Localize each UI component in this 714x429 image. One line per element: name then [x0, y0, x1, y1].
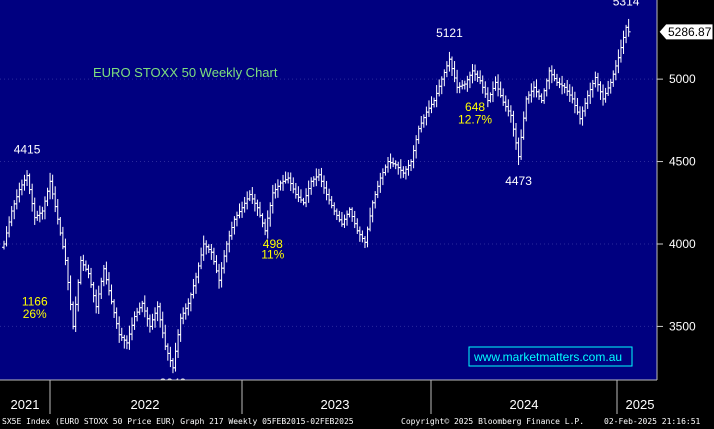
annotation-label: 5121: [436, 26, 463, 40]
x-tick-label: 2022: [131, 397, 160, 412]
y-axis-panel: [657, 0, 714, 380]
y-tick-label: 3500: [669, 319, 696, 333]
footer-source: SX5E Index (EURO STOXX 50 Price EUR) Gra…: [2, 417, 354, 426]
chart-title: EURO STOXX 50 Weekly Chart: [93, 65, 278, 80]
last-price-label: 5286.87: [668, 25, 712, 39]
annotation-label: 4415: [14, 143, 41, 157]
annotation-label: 26%: [23, 307, 47, 321]
footer-timestamp: 02-Feb-2025 21:16:51: [604, 417, 701, 426]
last-price-box: [658, 23, 714, 41]
annotation-label: 4473: [505, 174, 532, 188]
y-tick-label: 4000: [669, 237, 696, 251]
watermark-text: www.marketmatters.com.au: [473, 350, 622, 364]
y-tick-label: 4500: [669, 155, 696, 169]
x-axis-panel: [0, 380, 714, 414]
annotation-label: 11%: [261, 248, 284, 262]
annotation-label: 498: [263, 237, 283, 251]
annotations: 4415116626%324949811%512164812.7%4473531…: [14, 0, 640, 390]
y-tick-label: 5000: [669, 72, 696, 86]
grid-lines: [0, 78, 657, 327]
annotation-label: 12.7%: [458, 113, 492, 127]
y-axis: 3500 4000 4500 5000: [657, 72, 696, 333]
price-bars: [2, 18, 631, 374]
plot-area: [0, 0, 657, 380]
x-tick-label: 2025: [626, 397, 655, 412]
last-price-tag: 5286.87: [658, 23, 714, 41]
watermark-box: [468, 346, 633, 367]
x-tick-label: 2021: [11, 397, 40, 412]
annotation-label: 1166: [22, 295, 48, 309]
annotation-label: 5314: [613, 0, 640, 8]
x-tick-label: 2024: [510, 397, 539, 412]
footer-copyright: Copyright© 2025 Bloomberg Finance L.P.: [401, 417, 584, 426]
x-tick-label: 2023: [321, 397, 350, 412]
price-bar: [626, 18, 631, 37]
x-axis: 2021 2022 2023 2024 2025: [11, 380, 655, 414]
annotation-label: 648: [465, 100, 485, 114]
